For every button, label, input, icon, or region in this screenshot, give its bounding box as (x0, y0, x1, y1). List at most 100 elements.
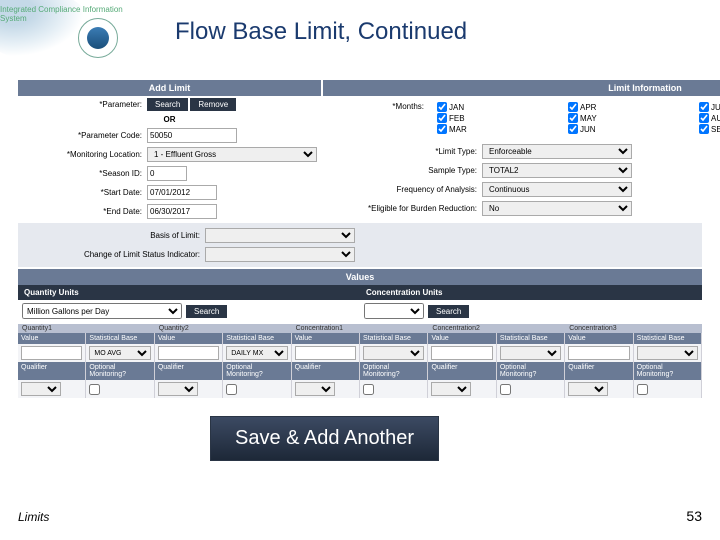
grid-col-head: Optional Monitoring? (86, 362, 154, 380)
logo-area: Integrated Compliance Information System (0, 0, 150, 70)
grid-col-head: Value (428, 333, 496, 344)
month-checkbox-jan[interactable]: JAN (437, 102, 562, 112)
or-divider: OR (18, 113, 321, 126)
grid-col-head: Optional Monitoring? (360, 362, 428, 380)
burden-select[interactable]: No (482, 201, 632, 216)
grid-cell: DAILY MX (223, 344, 291, 362)
optional-monitoring-checkbox[interactable] (500, 384, 511, 395)
month-checkbox-aug[interactable]: AUG (699, 113, 720, 123)
col-group: Quantity1 (18, 324, 155, 333)
stat-base-select[interactable] (500, 346, 561, 360)
grid-col-head: Optional Monitoring? (634, 362, 702, 380)
stat-base-select[interactable] (637, 346, 698, 360)
month-cb-feb[interactable] (437, 113, 447, 123)
col-group: Concentration1 (292, 324, 429, 333)
frequency-select[interactable]: Continuous (482, 182, 632, 197)
monitoring-location-label: *Monitoring Location: (22, 150, 147, 159)
stat-base-select[interactable] (363, 346, 424, 360)
burden-label: *Eligible for Burden Reduction: (327, 204, 482, 213)
season-id-input[interactable] (147, 166, 187, 181)
monitoring-location-select[interactable]: 1 - Effluent Gross (147, 147, 317, 162)
concentration-search-button[interactable]: Search (428, 305, 469, 318)
grid-col-head: Statistical Base (360, 333, 428, 344)
value-input[interactable] (431, 346, 492, 360)
col-group: Concentration2 (428, 324, 565, 333)
grid-cell (18, 380, 86, 398)
change-status-select[interactable] (205, 247, 355, 262)
qualifier-select[interactable] (295, 382, 335, 396)
grid-col-head: Value (155, 333, 223, 344)
grid-cell (155, 380, 223, 398)
col-group: Concentration3 (565, 324, 702, 333)
quantity-units-select[interactable]: Million Gallons per Day (22, 303, 182, 319)
month-checkbox-apr[interactable]: APR (568, 102, 693, 112)
quantity-search-button[interactable]: Search (186, 305, 227, 318)
add-limit-header: Add Limit (18, 80, 321, 96)
slide-header: Integrated Compliance Information System… (0, 0, 720, 70)
month-checkbox-may[interactable]: MAY (568, 113, 693, 123)
grid-cell (428, 344, 496, 362)
grid-col-head: Optional Monitoring? (223, 362, 291, 380)
month-cb-jun[interactable] (568, 124, 578, 134)
parameter-search-button[interactable]: Search (147, 98, 188, 111)
month-checkbox-mar[interactable]: MAR (437, 124, 562, 134)
grid-col-head: Value (292, 333, 360, 344)
month-checkbox-jun[interactable]: JUN (568, 124, 693, 134)
optional-monitoring-checkbox[interactable] (226, 384, 237, 395)
month-cb-sep[interactable] (699, 124, 709, 134)
grid-col-head: Optional Monitoring? (497, 362, 565, 380)
stat-base-select[interactable]: MO AVG (89, 346, 150, 360)
months-label: *Months: (327, 98, 429, 111)
value-input[interactable] (21, 346, 82, 360)
grid-col-head: Value (18, 333, 86, 344)
grid-cell (360, 344, 428, 362)
start-date-input[interactable] (147, 185, 217, 200)
qualifier-select[interactable] (568, 382, 608, 396)
quantity-units-header: Quantity Units (18, 285, 360, 300)
stat-base-select[interactable]: DAILY MX (226, 346, 287, 360)
page-number: 53 (686, 508, 702, 524)
grid-cell (360, 380, 428, 398)
month-checkbox-jul[interactable]: JUL (699, 102, 720, 112)
save-add-another-button[interactable]: Save & Add Another (210, 416, 439, 461)
param-code-input[interactable] (147, 128, 237, 143)
parameter-remove-button[interactable]: Remove (190, 98, 236, 111)
grid-cell (634, 380, 702, 398)
grid-cell (155, 344, 223, 362)
grid-cell: MO AVG (86, 344, 154, 362)
grid-cell (86, 380, 154, 398)
month-checkbox-sep[interactable]: SEP (699, 124, 720, 134)
grid-col-head: Statistical Base (634, 333, 702, 344)
parameter-label: *Parameter: (22, 100, 147, 109)
values-header: Values (18, 269, 702, 285)
value-input[interactable] (158, 346, 219, 360)
grid-cell (497, 380, 565, 398)
end-date-label: *End Date: (22, 207, 147, 216)
end-date-input[interactable] (147, 204, 217, 219)
qualifier-select[interactable] (431, 382, 471, 396)
qualifier-select[interactable] (158, 382, 198, 396)
form-screenshot: Add Limit *Parameter: Search Remove OR *… (18, 80, 702, 398)
grid-col-head: Value (565, 333, 633, 344)
optional-monitoring-checkbox[interactable] (89, 384, 100, 395)
month-cb-aug[interactable] (699, 113, 709, 123)
change-status-label: Change of Limit Status Indicator: (25, 250, 205, 259)
month-cb-mar[interactable] (437, 124, 447, 134)
limit-type-select[interactable]: Enforceable (482, 144, 632, 159)
sample-type-select[interactable]: TOTAL2 (482, 163, 632, 178)
optional-monitoring-checkbox[interactable] (637, 384, 648, 395)
optional-monitoring-checkbox[interactable] (363, 384, 374, 395)
month-cb-jan[interactable] (437, 102, 447, 112)
system-label: Integrated Compliance Information System (0, 5, 150, 23)
concentration-units-select[interactable] (364, 303, 424, 319)
basis-of-limit-select[interactable] (205, 228, 355, 243)
grid-col-head: Qualifier (155, 362, 223, 380)
value-input[interactable] (295, 346, 356, 360)
month-cb-apr[interactable] (568, 102, 578, 112)
month-cb-may[interactable] (568, 113, 578, 123)
qualifier-select[interactable] (21, 382, 61, 396)
month-checkbox-feb[interactable]: FEB (437, 113, 562, 123)
grid-cell (428, 380, 496, 398)
month-cb-jul[interactable] (699, 102, 709, 112)
value-input[interactable] (568, 346, 629, 360)
